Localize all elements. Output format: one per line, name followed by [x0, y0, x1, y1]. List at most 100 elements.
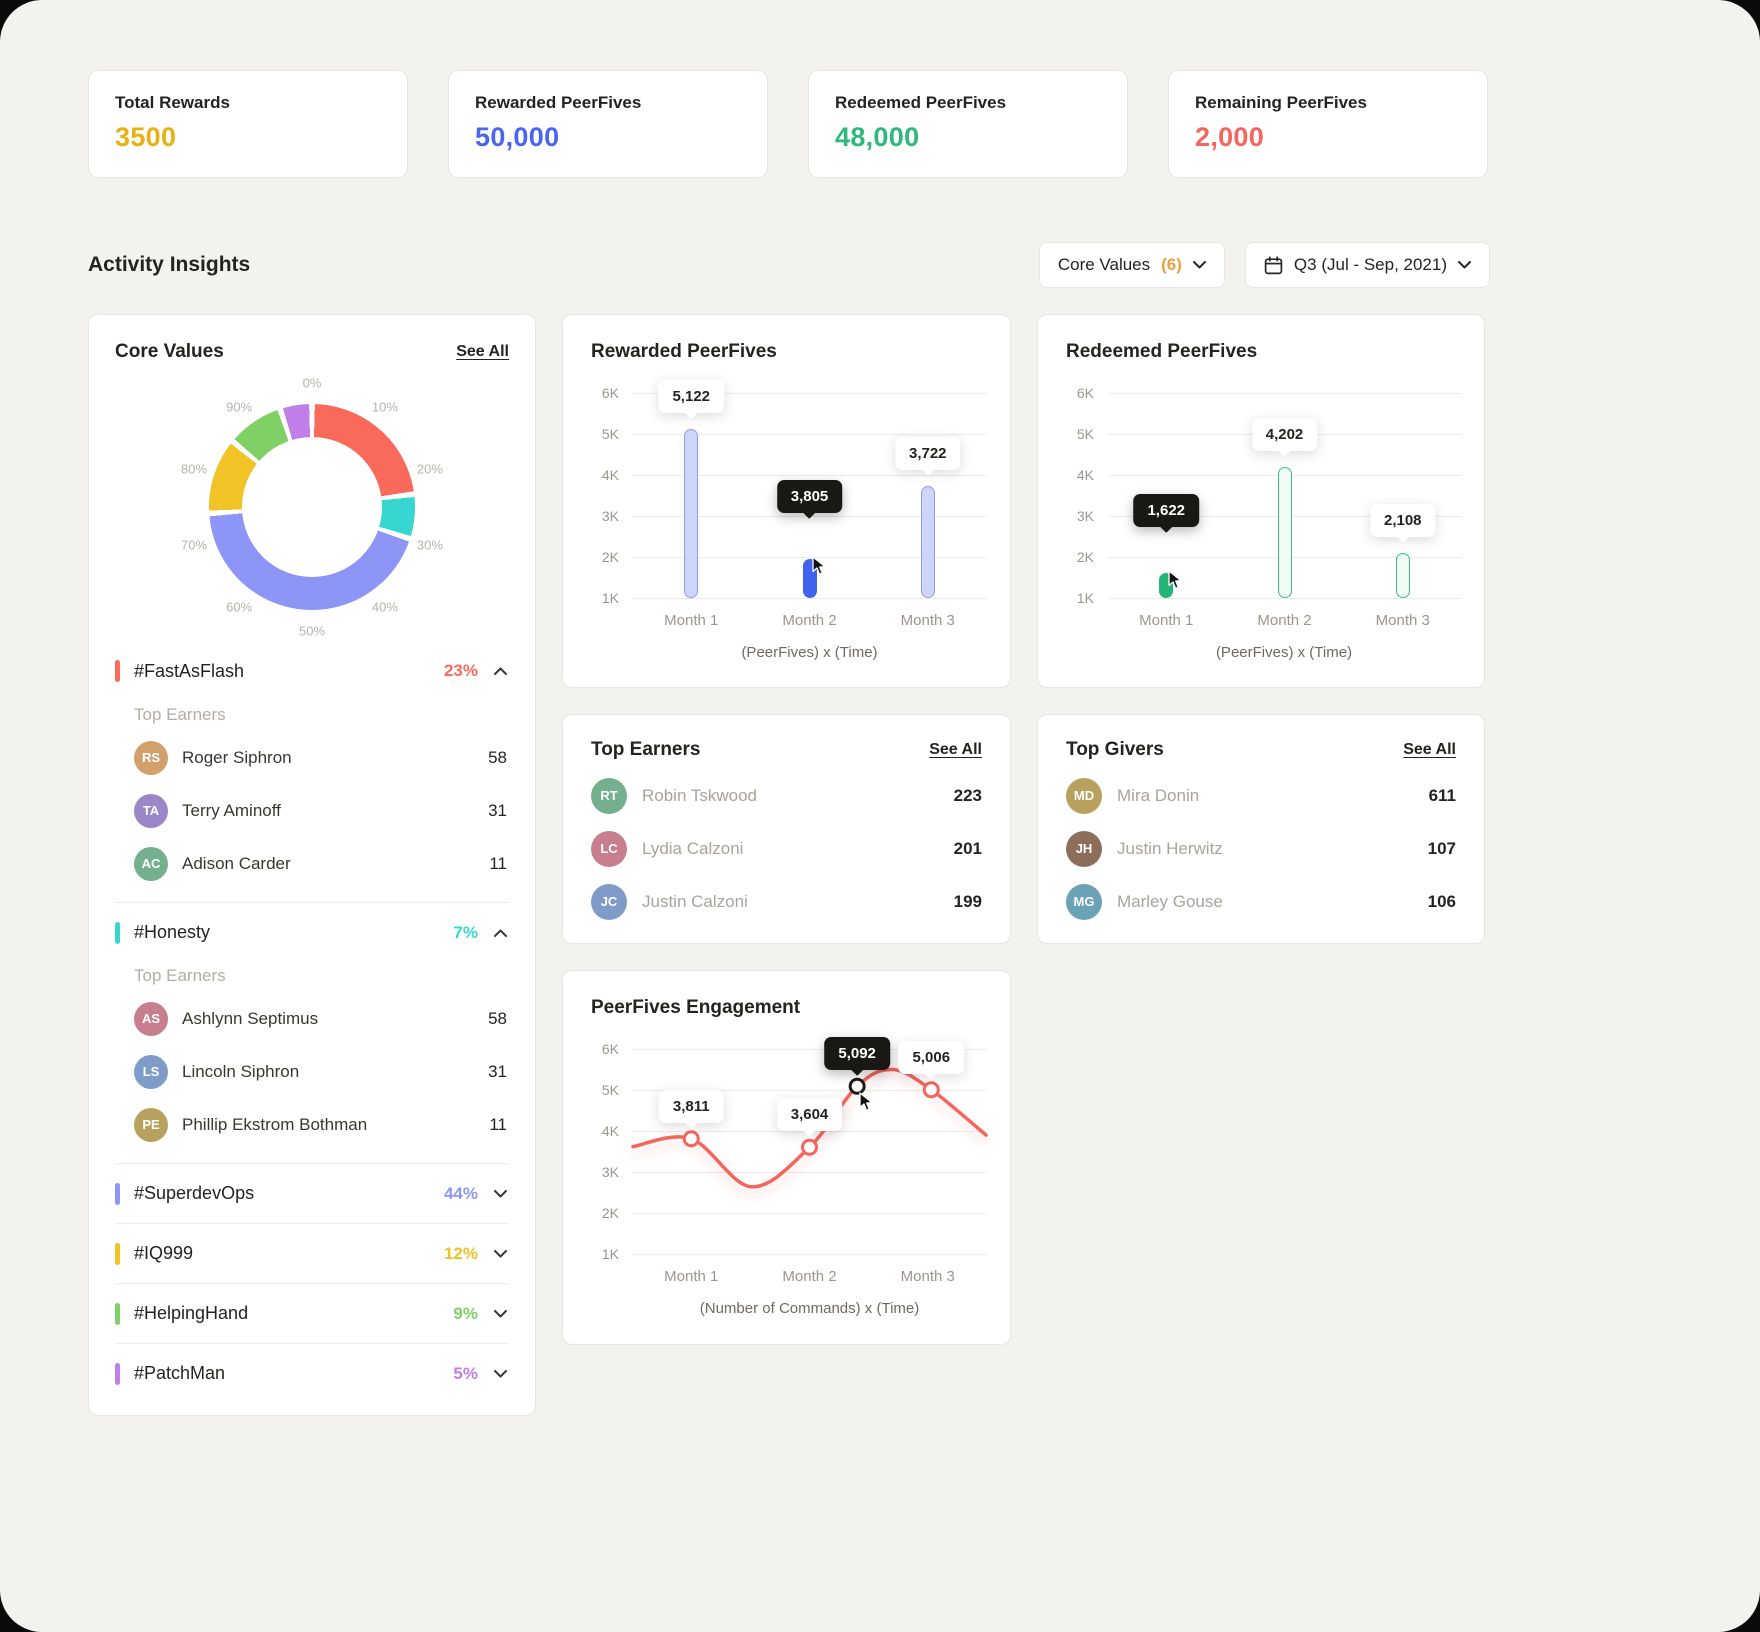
- donut-tick-label: 30%: [416, 537, 443, 553]
- redeemed-peerfives-chart-card: Redeemed PeerFives 1K 2K 3K 4K 5K 6K 1,622 4,202…: [1037, 314, 1485, 688]
- color-indicator: [115, 1362, 120, 1385]
- core-values-donut-chart: 0% 10% 20% 30% 40% 50% 60% 70% 80% 90%: [115, 367, 509, 639]
- donut-tick-label: 0%: [302, 375, 322, 391]
- top-earners-see-all-link[interactable]: See All: [929, 741, 982, 758]
- gridline: [633, 434, 986, 435]
- stat-card-remaining-peerfives: Remaining PeerFives 2,000: [1168, 70, 1488, 178]
- redeemed-chart-title: Redeemed PeerFives: [1066, 341, 1258, 362]
- donut-tick-label: 70%: [181, 537, 208, 553]
- y-axis-tick: 4K: [601, 1123, 619, 1139]
- engagement-chart-title: PeerFives Engagement: [591, 997, 801, 1018]
- core-value-tag: #SuperdevOps: [134, 1183, 255, 1203]
- earner-score: 58: [488, 1008, 507, 1028]
- avatar: JC: [591, 883, 627, 920]
- person-row: JC Justin Calzoni 199: [591, 875, 982, 928]
- earner-row: RS Roger Siphron 58: [134, 731, 507, 784]
- period-filter-dropdown[interactable]: Q3 (Jul - Sep, 2021): [1244, 242, 1490, 288]
- y-axis-tick: 6K: [1076, 385, 1094, 401]
- stat-label: Total Rewards: [115, 93, 230, 112]
- people-list: RT Robin Tskwood 223 LC Lydia Calzoni 201 JC Ju…: [591, 769, 982, 928]
- data-point[interactable]: [682, 1130, 700, 1148]
- main-grid: Core Values See All 0% 10% 20% 30% 40% 50% 60%…: [88, 314, 1490, 1416]
- core-values-filter-dropdown[interactable]: Core Values (6): [1038, 242, 1225, 288]
- redeemed-bar-2[interactable]: [1277, 466, 1292, 598]
- y-axis-tick: 6K: [601, 1041, 619, 1057]
- core-value-row-superdevops[interactable]: #SuperdevOps 44%: [115, 1163, 509, 1223]
- core-value-row-fastasflash[interactable]: #FastAsFlash 23%: [115, 641, 509, 701]
- value-tooltip: 2,108: [1369, 503, 1436, 537]
- person-row: MD Mira Donin 611: [1066, 769, 1456, 822]
- redeemed-bar-3[interactable]: [1395, 552, 1410, 598]
- person-score: 611: [1428, 785, 1456, 805]
- middle-column: Rewarded PeerFives 1K 2K 3K 4K 5K 6K 5,122 3,805…: [562, 314, 1011, 1345]
- donut-tick-label: 10%: [371, 399, 398, 415]
- avatar: MD: [1066, 777, 1102, 814]
- person-name: Justin Calzoni: [642, 891, 748, 911]
- core-value-percent: 7%: [453, 922, 478, 942]
- person-name: Justin Herwitz: [1117, 838, 1223, 858]
- x-axis-label: Month 2: [1257, 612, 1312, 629]
- avatar: JH: [1066, 830, 1102, 867]
- y-axis-tick: 3K: [601, 508, 619, 524]
- stat-value: 50,000: [475, 122, 560, 152]
- core-value-row-iq999[interactable]: #IQ999 12%: [115, 1223, 509, 1283]
- earner-name: Lincoln Siphron: [182, 1061, 300, 1081]
- person-name: Mira Donin: [1117, 785, 1200, 805]
- donut-tick-label: 90%: [226, 399, 253, 415]
- y-axis-tick: 5K: [601, 1082, 619, 1098]
- earner-row: LS Lincoln Siphron 31: [134, 1045, 507, 1098]
- core-values-card: Core Values See All 0% 10% 20% 30% 40% 50% 60%…: [88, 314, 536, 1416]
- core-value-row-honesty[interactable]: #Honesty 7%: [115, 902, 509, 962]
- stat-value: 2,000: [1195, 122, 1265, 152]
- top-earners-panel: Top Earners RS Roger Siphron 58 TA Terry Amin…: [115, 705, 509, 902]
- top-givers-title: Top Givers: [1066, 739, 1164, 760]
- x-axis-label: Month 3: [900, 612, 955, 629]
- rewarded-plot: 1K 2K 3K 4K 5K 6K 5,122 3,805 3,722: [602, 380, 986, 606]
- core-value-tag: #IQ999: [134, 1243, 194, 1263]
- x-axis-label: Month 1: [664, 612, 719, 629]
- filter-count: (6): [1161, 255, 1182, 274]
- engagement-line-chart: [631, 1067, 988, 1189]
- rewarded-bar-1[interactable]: [684, 429, 699, 598]
- gridline: [633, 598, 986, 599]
- core-value-row-helpinghand[interactable]: #HelpingHand 9%: [115, 1283, 509, 1343]
- donut-ring[interactable]: [209, 404, 415, 610]
- top-earners-label: Top Earners: [134, 966, 226, 985]
- avatar: RT: [591, 777, 627, 814]
- core-values-see-all-link[interactable]: See All: [456, 343, 509, 360]
- stat-value: 48,000: [835, 122, 920, 152]
- earner-row: TA Terry Aminoff 31: [134, 784, 507, 837]
- gridline: [633, 393, 986, 394]
- y-axis-tick: 3K: [601, 1164, 619, 1180]
- avatar: LS: [134, 1054, 168, 1089]
- core-value-percent: 23%: [443, 661, 478, 680]
- core-value-percent: 44%: [443, 1183, 478, 1203]
- y-axis-tick: 1K: [601, 1246, 619, 1262]
- donut-tick-label: 60%: [226, 599, 253, 615]
- person-row: RT Robin Tskwood 223: [591, 769, 982, 822]
- person-score: 107: [1427, 838, 1456, 858]
- cursor-icon: [811, 556, 829, 576]
- core-value-tag: #PatchMan: [134, 1363, 226, 1383]
- value-tooltip: 3,722: [894, 437, 961, 471]
- avatar: AC: [134, 846, 168, 881]
- data-point-active[interactable]: [848, 1077, 866, 1095]
- rewarded-bar-3[interactable]: [920, 486, 935, 598]
- top-givers-see-all-link[interactable]: See All: [1403, 741, 1456, 758]
- top-givers-card: Top Givers See All MD Mira Donin 611 JH Justin…: [1037, 714, 1485, 944]
- core-value-row-patchman[interactable]: #PatchMan 5%: [115, 1343, 509, 1403]
- chevron-down-icon: [494, 1309, 507, 1318]
- color-indicator: [115, 1302, 120, 1325]
- y-axis-tick: 1K: [601, 590, 619, 606]
- stat-value: 3500: [115, 122, 177, 152]
- y-axis-tick: 2K: [601, 549, 619, 565]
- y-axis-tick: 3K: [1076, 508, 1094, 524]
- avatar: MG: [1066, 883, 1102, 920]
- data-point[interactable]: [801, 1138, 818, 1156]
- axis-caption: (PeerFives) x (Time): [741, 644, 878, 661]
- chevron-down-icon: [494, 1249, 507, 1258]
- rewarded-plot-area: 1K 2K 3K 4K 5K 6K 5,122 3,805 3,722 Month 1 Month …: [602, 380, 986, 634]
- data-point[interactable]: [922, 1081, 940, 1099]
